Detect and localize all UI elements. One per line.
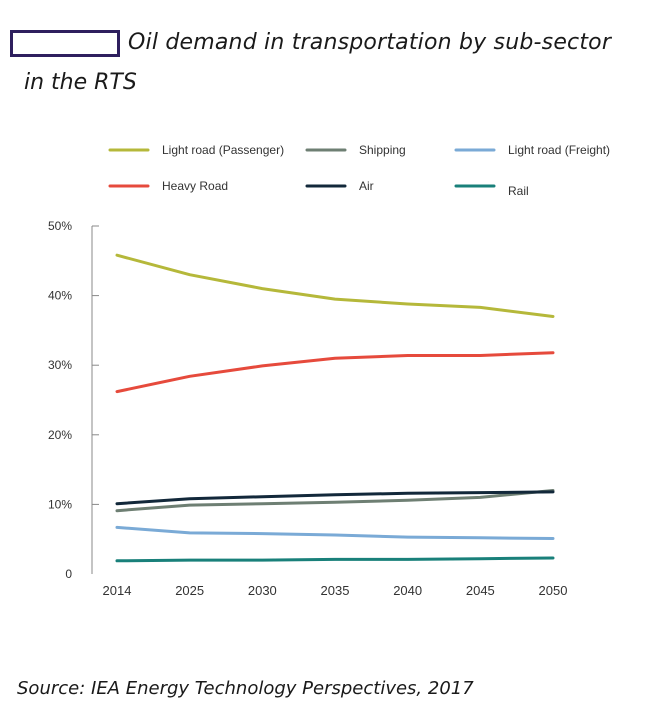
legend-label: Shipping <box>359 143 406 157</box>
series-layer <box>115 253 555 563</box>
y-tick-label: 0 <box>65 567 72 581</box>
source-note: Source: IEA Energy Technology Perspectiv… <box>17 678 474 699</box>
series-line-heavy-road <box>115 351 555 394</box>
legend-label: Light road (Freight) <box>508 143 610 157</box>
chart-title-line2: in the RTS <box>24 70 137 95</box>
y-tick-label: 10% <box>48 497 72 511</box>
y-tick-label: 40% <box>48 289 72 303</box>
redaction-box <box>10 30 120 57</box>
series-line-light-road-freight <box>115 525 555 540</box>
x-tick-label: 2045 <box>466 583 495 598</box>
legend-label: Rail <box>508 184 529 198</box>
series-line-air <box>115 490 555 506</box>
x-tick-label: 2014 <box>103 583 132 598</box>
series-line-shipping <box>115 489 555 513</box>
chart-title: Oil demand in transportation by sub-sect… <box>128 30 612 55</box>
series-line-rail <box>115 556 555 563</box>
y-tick-label: 50% <box>48 219 72 233</box>
x-tick-label: 2035 <box>321 583 350 598</box>
legend-label: Light road (Passenger) <box>162 143 284 157</box>
x-tick-label: 2050 <box>539 583 568 598</box>
axes: 0 10% 20% 30% 40% 50% 2014 2025 2030 2035 2040 2045… <box>48 219 567 598</box>
legend-label: Air <box>359 179 374 193</box>
x-tick-label: 2025 <box>175 583 204 598</box>
series-line-light-road-passenger <box>115 253 555 318</box>
y-tick-label: 30% <box>48 358 72 372</box>
x-tick-label: 2040 <box>393 583 422 598</box>
legend-label: Heavy Road <box>162 179 228 193</box>
legend: Light road (Passenger) Shipping Light road… <box>108 143 610 198</box>
x-tick-label: 2030 <box>248 583 277 598</box>
y-tick-label: 20% <box>48 428 72 442</box>
